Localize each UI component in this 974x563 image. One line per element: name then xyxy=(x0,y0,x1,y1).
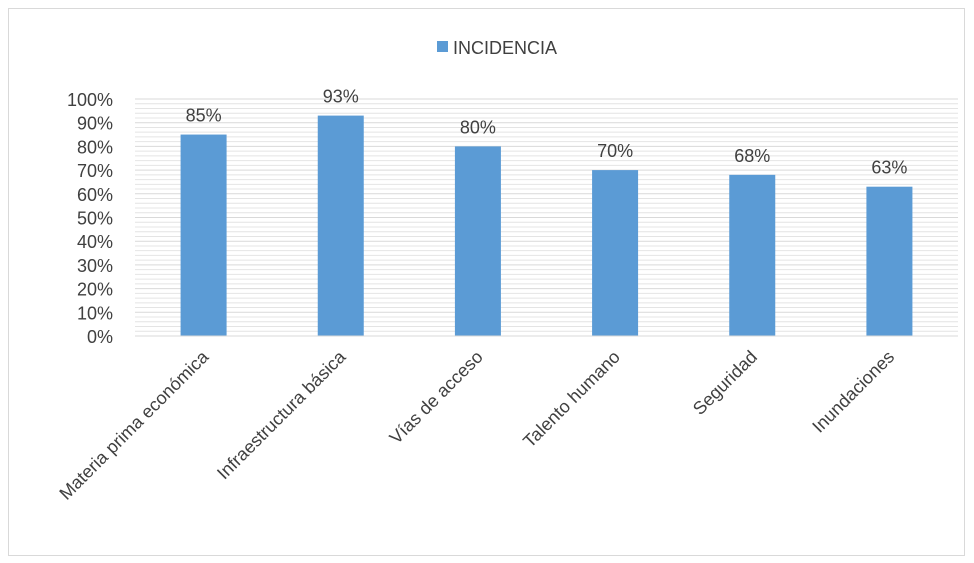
x-category-label: Materia prima económica xyxy=(55,346,213,504)
data-label: 70% xyxy=(597,141,633,161)
data-label: 68% xyxy=(734,146,770,166)
bar xyxy=(454,146,501,336)
y-tick-label: 100% xyxy=(67,90,113,110)
data-label: 80% xyxy=(460,117,496,137)
y-tick-label: 70% xyxy=(77,161,113,181)
x-axis: Materia prima económica Infraestructura b… xyxy=(55,335,958,504)
data-labels: 85% 93% 80% 70% 68% 63% xyxy=(186,87,908,178)
x-category-label: Talento humano xyxy=(519,347,624,452)
gridlines xyxy=(135,98,958,337)
bar xyxy=(180,134,227,336)
y-tick-label: 10% xyxy=(77,303,113,323)
y-tick-label: 20% xyxy=(77,280,113,300)
x-category-label: Infraestructura básica xyxy=(213,346,350,483)
y-tick-label: 60% xyxy=(77,185,113,205)
legend-label: INCIDENCIA xyxy=(453,38,557,58)
bar xyxy=(866,186,913,336)
x-category-label: Seguridad xyxy=(689,347,761,419)
legend-swatch xyxy=(437,41,448,52)
bar xyxy=(592,170,639,336)
x-category-label: Vías de acceso xyxy=(386,347,487,448)
y-tick-label: 90% xyxy=(77,114,113,134)
legend: INCIDENCIA xyxy=(437,38,557,58)
x-category-label: Inundaciones xyxy=(808,347,898,437)
y-tick-label: 40% xyxy=(77,232,113,252)
y-tick-label: 50% xyxy=(77,209,113,229)
data-label: 85% xyxy=(186,106,222,126)
y-tick-label: 30% xyxy=(77,256,113,276)
bar xyxy=(317,115,364,336)
y-axis: 0% 10% 20% 30% 40% 50% 60% 70% 80% 90% 100% xyxy=(67,90,113,347)
data-label: 63% xyxy=(871,158,907,178)
bar xyxy=(729,174,776,336)
bars xyxy=(180,115,913,336)
y-tick-label: 80% xyxy=(77,137,113,157)
y-tick-label: 0% xyxy=(87,327,113,347)
data-label: 93% xyxy=(323,87,359,107)
